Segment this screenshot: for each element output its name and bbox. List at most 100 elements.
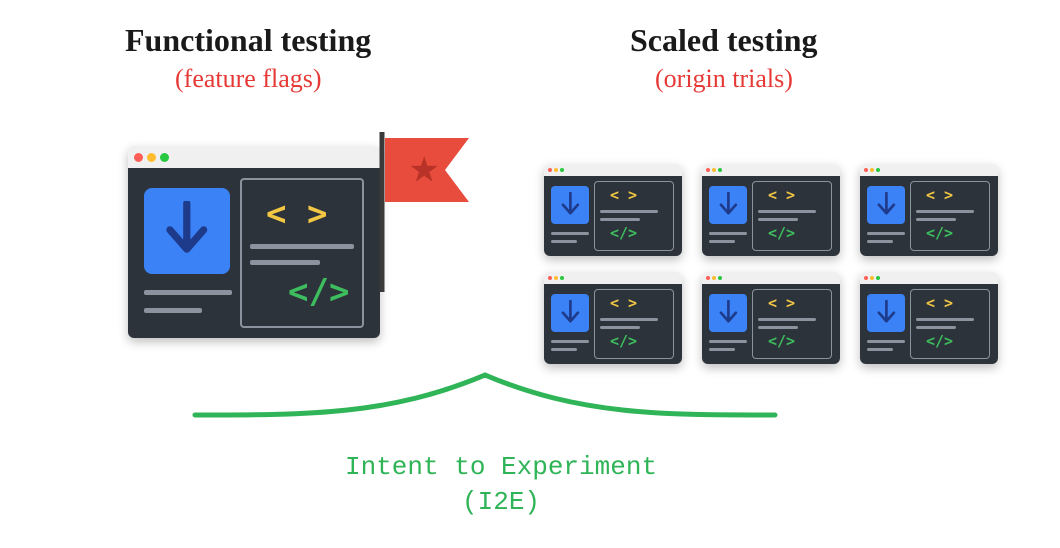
window-dot-yellow xyxy=(712,276,716,280)
code-brackets-icon: < > xyxy=(610,294,637,312)
small-browser-window: < > </> xyxy=(544,164,682,256)
content-line xyxy=(758,218,798,221)
footer-label: Intent to Experiment (I2E) xyxy=(345,450,657,520)
window-dot-red xyxy=(134,153,143,162)
code-slash-brackets-icon: </> xyxy=(610,224,637,242)
window-dot-green xyxy=(560,168,564,172)
window-dot-red xyxy=(706,168,710,172)
window-dot-yellow xyxy=(147,153,156,162)
content-line xyxy=(916,318,974,321)
download-tile xyxy=(709,186,747,224)
code-slash-brackets-icon: </> xyxy=(926,332,953,350)
browser-body: < > </> xyxy=(860,284,998,364)
content-line xyxy=(551,340,589,343)
download-tile xyxy=(551,186,589,224)
content-line xyxy=(709,240,735,243)
content-line xyxy=(551,232,589,235)
connector-curve xyxy=(190,360,780,430)
content-line xyxy=(250,244,354,249)
download-arrow-icon xyxy=(559,300,582,327)
content-line xyxy=(250,260,320,265)
download-tile xyxy=(551,294,589,332)
window-dot-green xyxy=(160,153,169,162)
browser-body: < > </> xyxy=(860,176,998,256)
small-browser-window: < ></> xyxy=(702,272,840,364)
content-line xyxy=(144,290,232,295)
browser-body: < > </> xyxy=(544,176,682,256)
code-slash-brackets-icon: </> xyxy=(288,272,349,312)
content-line xyxy=(867,240,893,243)
titlebar xyxy=(544,272,682,284)
content-line xyxy=(758,326,798,329)
titlebar xyxy=(128,146,380,168)
content-line xyxy=(551,240,577,243)
titlebar xyxy=(860,164,998,176)
download-tile xyxy=(867,294,905,332)
window-dot-green xyxy=(876,276,880,280)
content-line xyxy=(600,218,640,221)
download-arrow-icon xyxy=(717,300,740,327)
content-line xyxy=(867,348,893,351)
window-dot-green xyxy=(718,168,722,172)
window-dot-red xyxy=(864,276,868,280)
download-tile xyxy=(144,188,230,274)
window-dot-green xyxy=(876,168,880,172)
window-dot-red xyxy=(864,168,868,172)
window-dot-yellow xyxy=(554,168,558,172)
titlebar xyxy=(702,272,840,284)
window-dot-red xyxy=(548,168,552,172)
code-brackets-icon: < > xyxy=(610,186,637,204)
window-dot-red xyxy=(548,276,552,280)
content-line xyxy=(867,232,905,235)
download-arrow-icon xyxy=(559,192,582,219)
code-brackets-icon: < > xyxy=(266,194,327,234)
content-line xyxy=(600,318,658,321)
titlebar xyxy=(702,164,840,176)
browser-body: < > </> xyxy=(128,168,380,338)
code-slash-brackets-icon: </> xyxy=(610,332,637,350)
code-brackets-icon: < > xyxy=(768,294,795,312)
download-tile xyxy=(709,294,747,332)
feature-flag-icon: ★ xyxy=(376,132,472,292)
content-line xyxy=(916,326,956,329)
browser-body: < ></> xyxy=(702,284,840,364)
content-line xyxy=(709,232,747,235)
large-browser-window: < > </> xyxy=(128,146,380,338)
titlebar xyxy=(544,164,682,176)
content-line xyxy=(867,340,905,343)
code-brackets-icon: < > xyxy=(926,186,953,204)
left-subtitle: (feature flags) xyxy=(175,64,322,94)
small-browser-window: < > </> xyxy=(860,272,998,364)
download-arrow-icon xyxy=(875,192,898,219)
window-dot-yellow xyxy=(870,276,874,280)
window-dot-yellow xyxy=(870,168,874,172)
download-arrow-icon xyxy=(875,300,898,327)
small-browser-window: < > </> xyxy=(702,164,840,256)
content-line xyxy=(551,348,577,351)
window-dot-green xyxy=(560,276,564,280)
code-slash-brackets-icon: </> xyxy=(926,224,953,242)
left-title: Functional testing xyxy=(125,22,371,59)
small-browser-window: < > </> xyxy=(860,164,998,256)
titlebar xyxy=(860,272,998,284)
content-line xyxy=(709,340,747,343)
content-line xyxy=(758,210,816,213)
download-tile xyxy=(867,186,905,224)
code-slash-brackets-icon: </> xyxy=(768,224,795,242)
code-brackets-icon: < > xyxy=(768,186,795,204)
browser-body: < > </> xyxy=(544,284,682,364)
content-line xyxy=(758,318,816,321)
download-arrow-icon xyxy=(717,192,740,219)
content-line xyxy=(144,308,202,313)
window-dot-yellow xyxy=(554,276,558,280)
code-brackets-icon: < > xyxy=(926,294,953,312)
content-line xyxy=(600,326,640,329)
content-line xyxy=(916,210,974,213)
right-title: Scaled testing xyxy=(630,22,818,59)
content-line xyxy=(916,218,956,221)
content-line xyxy=(709,348,735,351)
browser-body: < > </> xyxy=(702,176,840,256)
right-subtitle: (origin trials) xyxy=(655,64,793,94)
window-dot-green xyxy=(718,276,722,280)
small-browser-window: < > </> xyxy=(544,272,682,364)
